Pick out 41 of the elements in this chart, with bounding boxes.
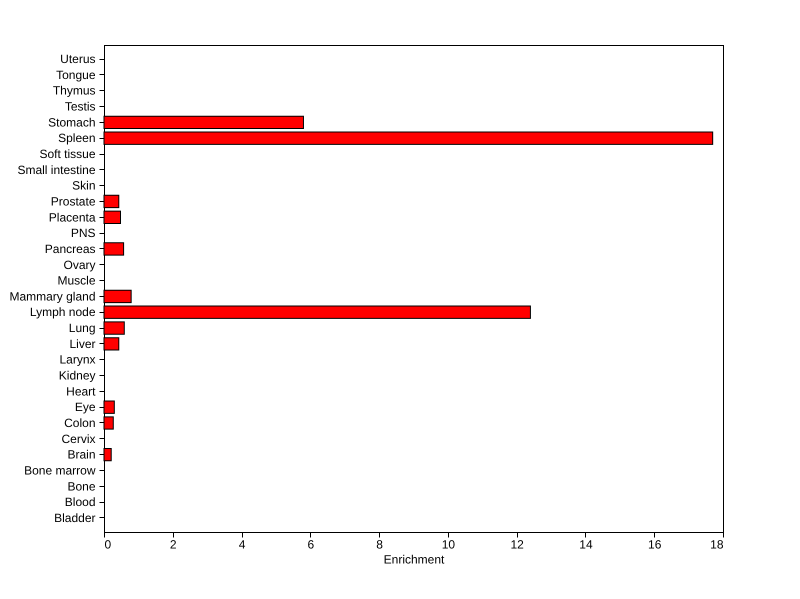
y-tick-label: Lymph node [30, 305, 96, 320]
x-tick-label: 16 [648, 538, 662, 552]
y-tick-label: Prostate [50, 194, 96, 208]
x-tick-label: 10 [442, 538, 456, 552]
y-tick-label: Ovary [63, 258, 96, 272]
y-tick-label: Placenta [48, 210, 96, 224]
y-tick-label: Eye [74, 400, 96, 414]
y-tick-label: Stomach [48, 115, 96, 130]
y-tick-label: Soft tissue [39, 147, 96, 162]
x-axis-title: Enrichment [384, 552, 446, 566]
y-tick-label: Mammary gland [9, 289, 96, 304]
x-tick-label: 8 [376, 538, 384, 552]
x-tick-label: 14 [579, 538, 593, 552]
y-tick-label: Uterus [60, 52, 96, 66]
y-tick-label: Spleen [58, 131, 96, 146]
y-tick-label: Colon [64, 416, 96, 430]
y-tick-label: Cervix [61, 432, 96, 446]
y-tick-label: Lung [68, 321, 96, 336]
y-tick-label: Muscle [57, 274, 96, 288]
x-tick-label: 6 [307, 538, 314, 552]
y-tick-label: Skin [72, 178, 96, 193]
y-tick-label: Kidney [58, 368, 96, 383]
y-tick-label: Thymus [52, 84, 96, 98]
y-tick-label: Bone marrow [24, 463, 96, 478]
y-tick-label: Larynx [59, 352, 96, 367]
y-tick-label: Testis [64, 100, 96, 114]
y-tick-label: Liver [69, 336, 96, 351]
y-tick-label: Brain [67, 448, 96, 462]
y-tick-label: Heart [66, 384, 96, 398]
y-tick-label: PNS [70, 226, 96, 240]
y-tick-label: Small intestine [17, 162, 96, 177]
x-tick-label: 0 [104, 538, 112, 552]
x-tick-label: 2 [170, 538, 177, 552]
y-tick-label: Bladder [54, 510, 96, 525]
x-tick-label: 12 [510, 538, 524, 552]
x-tick-label: 4 [238, 538, 246, 552]
y-tick-label: Pancreas [44, 242, 96, 256]
y-tick-label: Blood [64, 495, 96, 510]
y-tick-label: Tongue [56, 68, 96, 82]
x-tick-label: 18 [710, 538, 724, 552]
y-tick-label: Bone [67, 479, 96, 494]
